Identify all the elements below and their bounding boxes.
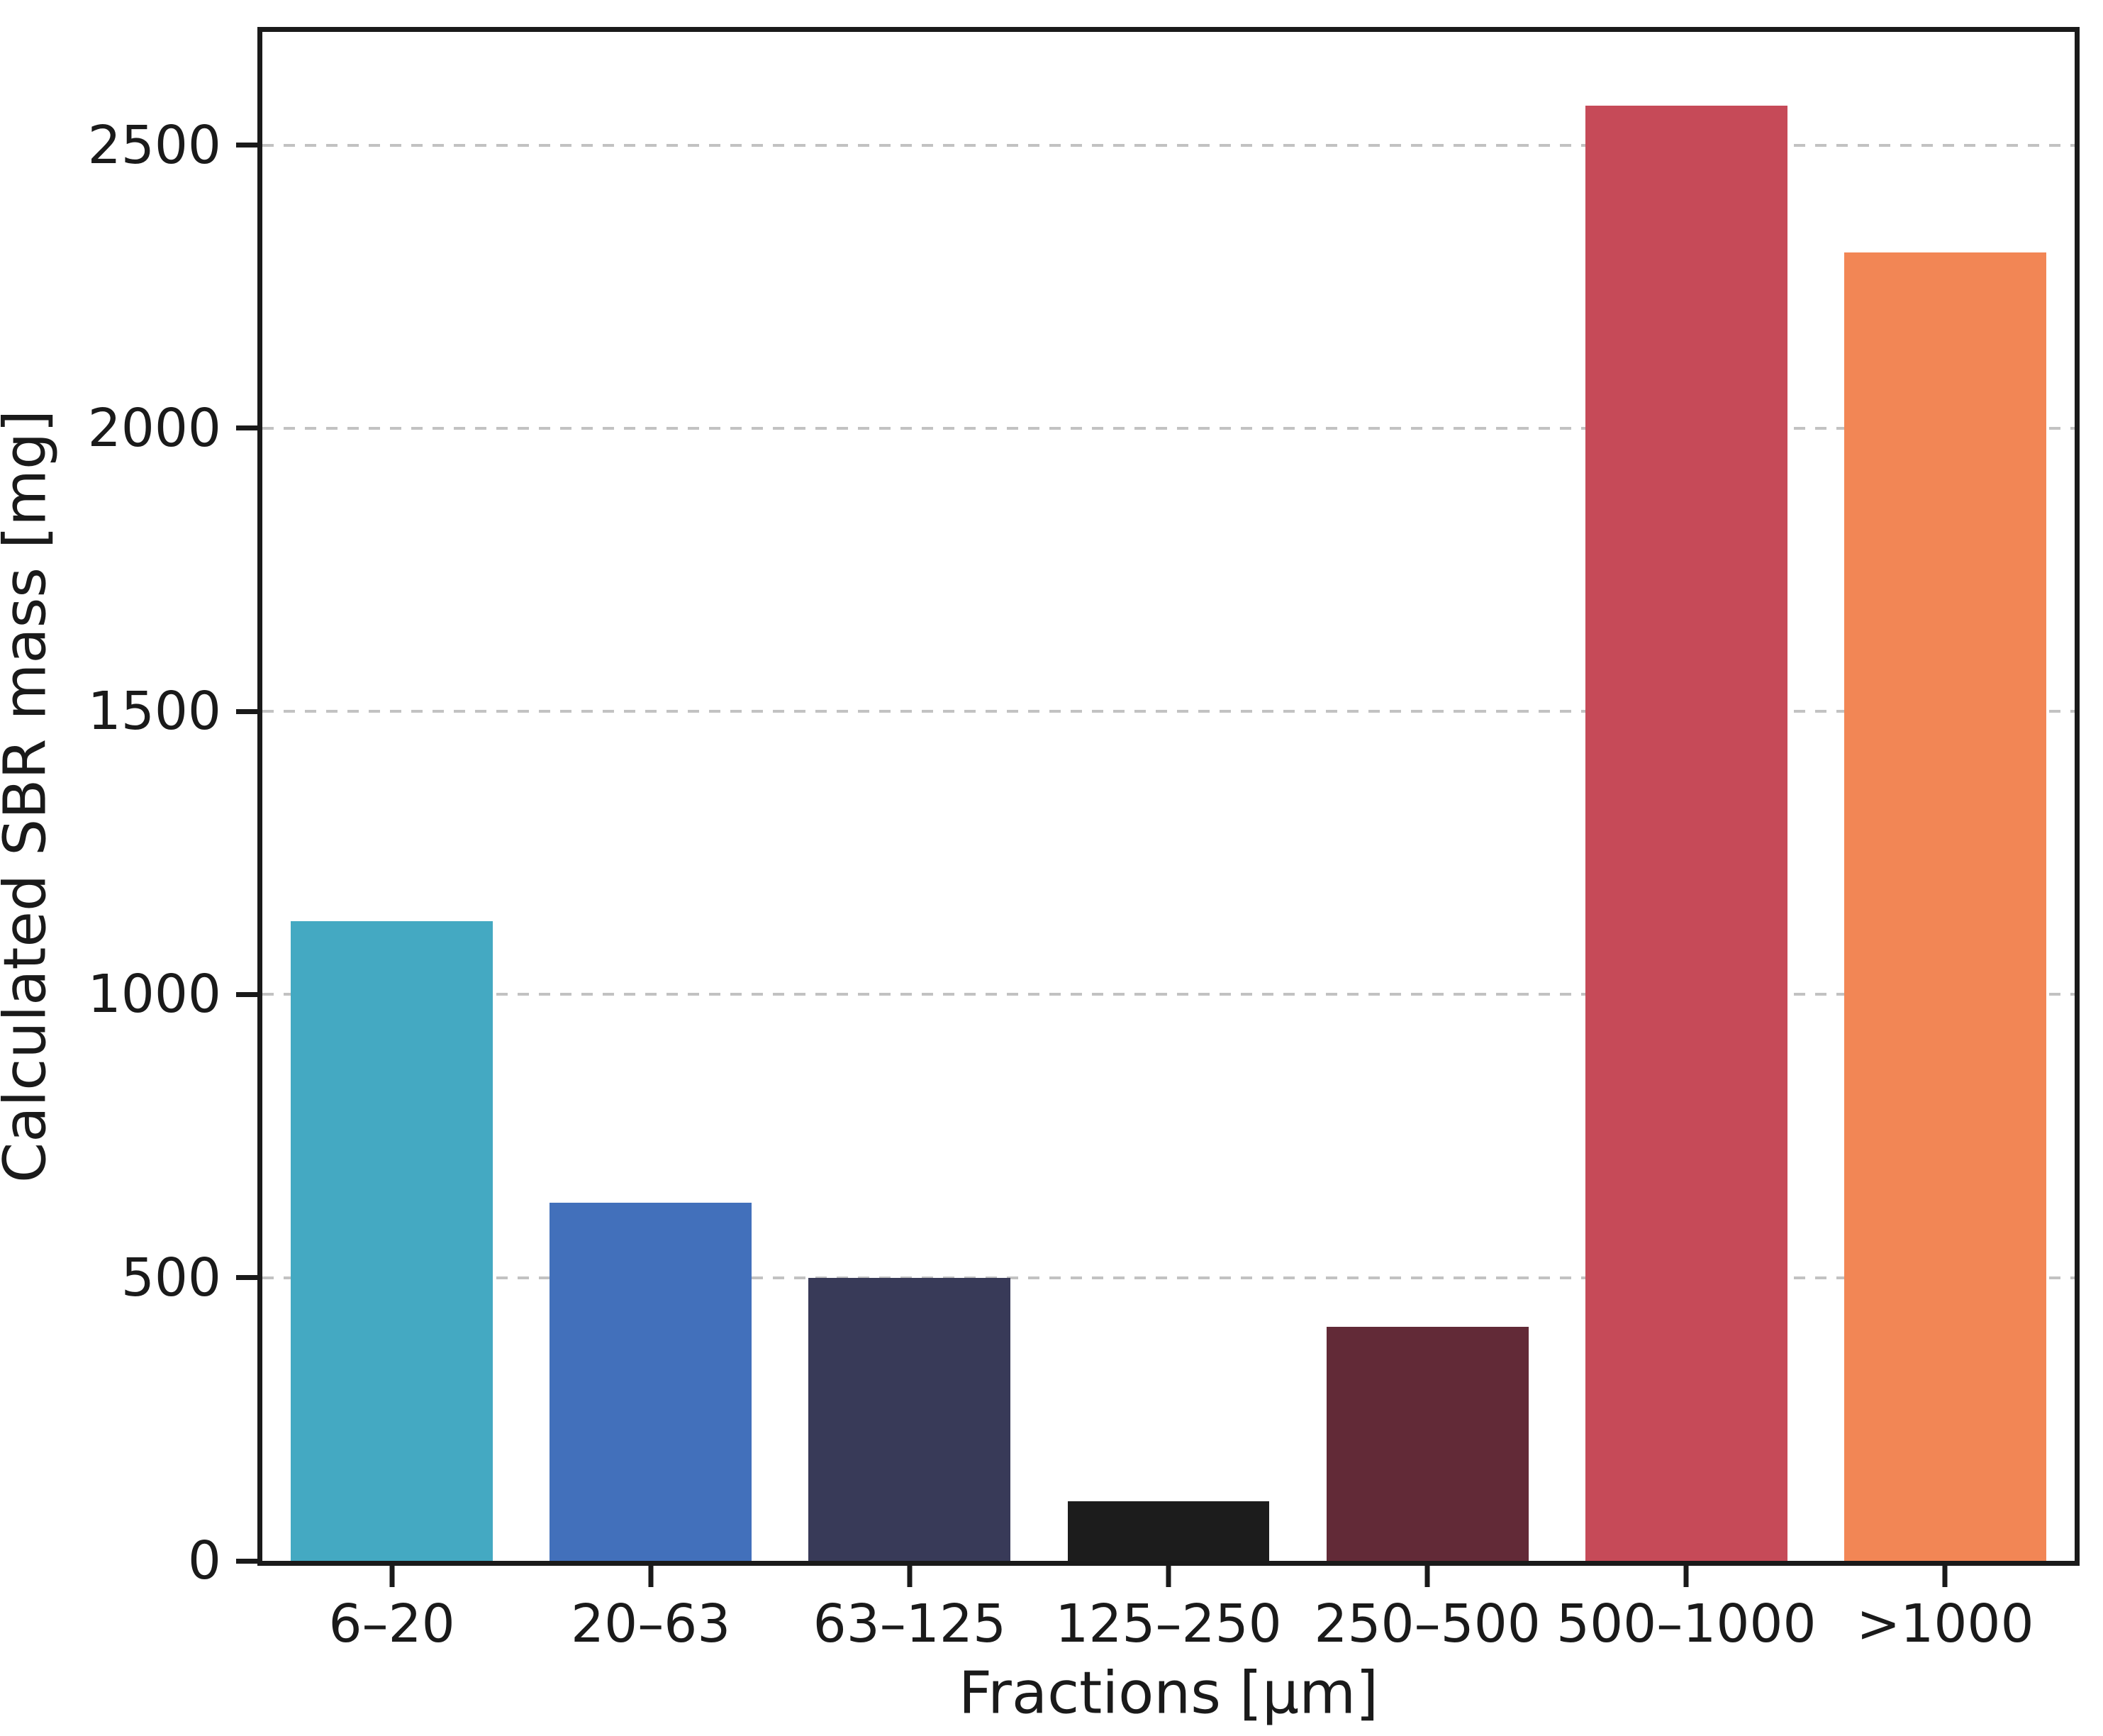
x-tick-mark <box>907 1566 913 1587</box>
plot-area: 0 500 1000 1500 2000 2500 6–20 20–63 63–125 125–2… <box>88 27 2080 1650</box>
y-tick-label: 0 <box>187 1530 221 1591</box>
gridline <box>262 1276 2075 1279</box>
y-tick-label: 2500 <box>87 114 221 176</box>
y-tick-label: 1000 <box>87 964 221 1025</box>
y-tick-mark <box>236 991 257 997</box>
y-tick-mark <box>236 143 257 148</box>
x-tick-mark <box>389 1566 395 1587</box>
bar <box>550 1202 752 1561</box>
x-tick-label: 63–125 <box>813 1593 1007 1654</box>
y-tick-label: 500 <box>121 1247 221 1308</box>
x-tick-mark <box>1942 1566 1948 1587</box>
bar <box>1844 252 2046 1561</box>
bar <box>291 920 493 1561</box>
x-axis-label: Fractions [μm] <box>958 1659 1379 1727</box>
x-tick-label: 20–63 <box>571 1593 731 1654</box>
x-tick-mark <box>1683 1566 1689 1587</box>
gridline <box>262 426 2075 430</box>
x-tick-label: 500–1000 <box>1556 1593 1817 1654</box>
x-tick-label: 6–20 <box>328 1593 455 1654</box>
bar <box>808 1277 1011 1561</box>
bar <box>1326 1327 1529 1561</box>
y-axis-label: Calculated SBR mass [mg] <box>0 410 60 1183</box>
y-tick-label: 2000 <box>87 397 221 459</box>
bar <box>1585 105 1787 1561</box>
x-tick-mark <box>648 1566 654 1587</box>
y-tick-mark <box>236 1275 257 1281</box>
y-tick-mark <box>236 425 257 431</box>
gridline <box>262 143 2075 147</box>
x-tick-mark <box>1424 1566 1430 1587</box>
x-tick-label: 250–500 <box>1314 1593 1541 1654</box>
x-tick-label: >1000 <box>1856 1593 2034 1654</box>
x-tick-label: 125–250 <box>1055 1593 1282 1654</box>
x-tick-mark <box>1166 1566 1171 1587</box>
gridline <box>262 993 2075 996</box>
y-tick-label: 1500 <box>87 681 221 742</box>
bar <box>1067 1501 1270 1561</box>
y-tick-mark <box>236 1558 257 1564</box>
gridline <box>262 710 2075 713</box>
y-tick-mark <box>236 708 257 714</box>
